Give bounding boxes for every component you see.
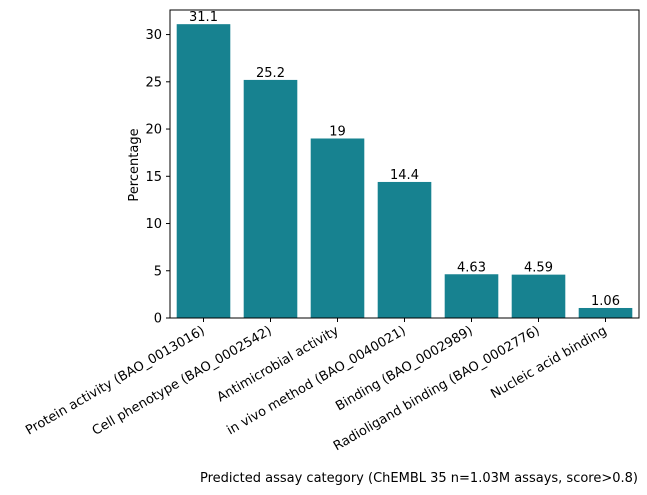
y-tick-label: 30 bbox=[145, 28, 162, 43]
bar bbox=[310, 138, 365, 318]
y-tick-label: 5 bbox=[154, 264, 162, 279]
value-labels-group: 31.1 25.2 19 14.4 4.63 4.59 1.06 bbox=[189, 10, 620, 309]
bar-value-label: 25.2 bbox=[256, 66, 285, 81]
bar-value-label: 4.59 bbox=[524, 261, 553, 276]
y-tick-label: 10 bbox=[145, 217, 162, 232]
bar bbox=[511, 274, 566, 318]
bar bbox=[176, 24, 231, 318]
y-tick-label: 25 bbox=[145, 75, 162, 90]
x-axis-label: Predicted assay category (ChEMBL 35 n=1.… bbox=[200, 471, 638, 486]
bar-value-label: 1.06 bbox=[591, 294, 620, 309]
y-tick-label: 15 bbox=[145, 170, 162, 185]
bar bbox=[377, 181, 432, 318]
x-tick-label: Nucleic acid binding bbox=[488, 323, 609, 402]
bar bbox=[243, 79, 298, 318]
x-axis: Protein activity (BAO_0013016)Cell pheno… bbox=[23, 318, 610, 454]
bars-group bbox=[176, 24, 633, 318]
y-tick-label: 0 bbox=[154, 312, 162, 327]
y-tick-label: 20 bbox=[145, 123, 162, 138]
x-tick-label: Antimicrobial activity bbox=[215, 323, 342, 405]
bar bbox=[444, 274, 499, 318]
y-axis-label: Percentage bbox=[127, 128, 142, 201]
bar-value-label: 31.1 bbox=[189, 10, 218, 25]
y-axis: 0 5 10 15 20 25 30 bbox=[145, 28, 170, 327]
bar-value-label: 19 bbox=[329, 124, 346, 139]
bar-value-label: 14.4 bbox=[390, 168, 419, 183]
bar bbox=[578, 307, 633, 318]
bar-value-label: 4.63 bbox=[457, 260, 486, 275]
